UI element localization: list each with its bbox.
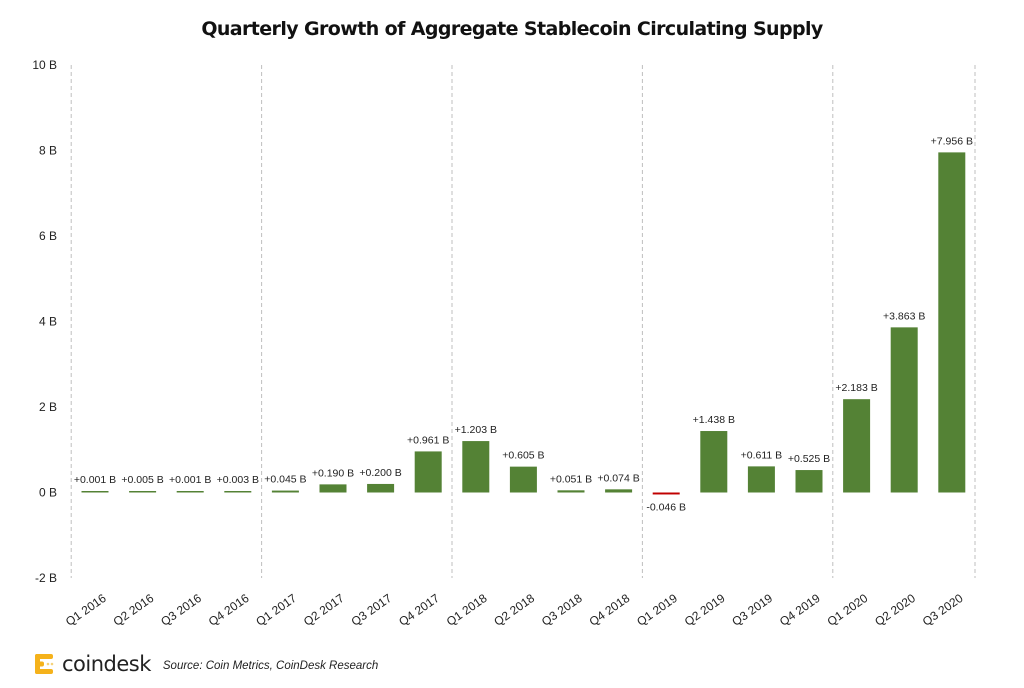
y-tick-label: 4 B (39, 315, 57, 329)
bar (652, 492, 680, 495)
x-tick-label: Q1 2017 (253, 591, 299, 629)
bar (557, 490, 585, 493)
bar (843, 399, 871, 493)
x-tick-label: Q4 2017 (396, 591, 442, 629)
data-label: +0.001 B (74, 474, 116, 486)
bar (462, 441, 490, 493)
x-axis: Q1 2016 Q2 2016 Q3 2016 Q4 2016 Q1 2017 Q2 20… (63, 591, 966, 629)
y-tick-label: 2 B (39, 400, 57, 414)
data-label: +2.183 B (835, 382, 877, 394)
data-label: +1.438 B (693, 414, 735, 426)
coindesk-logo-icon (34, 653, 56, 675)
data-label: +0.611 B (741, 449, 783, 461)
data-label: +0.190 B (312, 467, 354, 479)
data-label: +7.956 B (931, 135, 973, 147)
data-label: -0.046 B (646, 501, 686, 513)
x-tick-label: Q2 2016 (111, 591, 157, 629)
brand-name: coindesk (62, 652, 151, 676)
x-tick-label: Q1 2019 (634, 591, 680, 629)
bar (176, 491, 204, 493)
bar (605, 489, 633, 493)
bar (795, 470, 823, 493)
bar (938, 152, 966, 493)
data-label: +0.045 B (264, 474, 306, 486)
data-label: +0.005 B (121, 474, 163, 486)
x-tick-label: Q3 2017 (349, 591, 395, 629)
x-tick-label: Q1 2016 (63, 591, 109, 629)
y-tick-label: 0 B (39, 486, 57, 500)
data-label: +0.200 B (359, 467, 401, 479)
data-label: +0.605 B (502, 450, 544, 462)
x-tick-label: Q4 2016 (206, 591, 252, 629)
x-tick-label: Q2 2017 (301, 591, 347, 629)
y-tick-label: 6 B (39, 229, 57, 243)
grid-lines (70, 65, 976, 578)
y-tick-label: 8 B (39, 144, 57, 158)
data-label: +1.203 B (455, 424, 497, 436)
x-tick-label: Q2 2018 (491, 591, 537, 629)
data-label: +0.001 B (169, 474, 211, 486)
x-tick-label: Q2 2020 (872, 591, 918, 629)
source-note: Source: Coin Metrics, CoinDesk Research (162, 660, 379, 672)
bar (129, 491, 157, 493)
bar (81, 491, 109, 493)
data-label: +0.961 B (407, 434, 449, 446)
bar (747, 466, 775, 493)
x-tick-label: Q3 2020 (920, 591, 966, 629)
bar (271, 490, 299, 493)
bar (890, 327, 918, 493)
bar (414, 451, 442, 493)
y-tick-label: -2 B (35, 571, 57, 585)
y-tick-label: 10 B (32, 58, 57, 72)
x-tick-label: Q2 2019 (682, 591, 728, 629)
bar (367, 483, 395, 493)
chart-title: Quarterly Growth of Aggregate Stablecoin… (201, 18, 823, 40)
data-label: +0.003 B (217, 474, 259, 486)
x-tick-label: Q3 2016 (158, 591, 204, 629)
x-tick-label: Q4 2019 (777, 591, 823, 629)
data-labels: +0.001 B +0.005 B +0.001 B +0.003 B +0.045 B… (74, 135, 973, 513)
bar (224, 491, 252, 493)
bar (319, 484, 347, 493)
data-label: +0.051 B (550, 473, 592, 485)
x-tick-label: Q4 2018 (587, 591, 633, 629)
bars (81, 152, 966, 495)
bar (509, 466, 537, 493)
x-tick-label: Q1 2020 (825, 591, 871, 629)
y-axis: 10 B 8 B 6 B 4 B 2 B 0 B -2 B (32, 58, 57, 585)
x-tick-label: Q3 2019 (729, 591, 775, 629)
x-tick-label: Q3 2018 (539, 591, 585, 629)
footer: coindesk Source: Coin Metrics, CoinDesk … (34, 652, 378, 676)
data-label: +0.525 B (788, 453, 830, 465)
bar (700, 431, 728, 493)
data-label: +3.863 B (883, 310, 925, 322)
data-label: +0.074 B (597, 472, 639, 484)
x-tick-label: Q1 2018 (444, 591, 490, 629)
